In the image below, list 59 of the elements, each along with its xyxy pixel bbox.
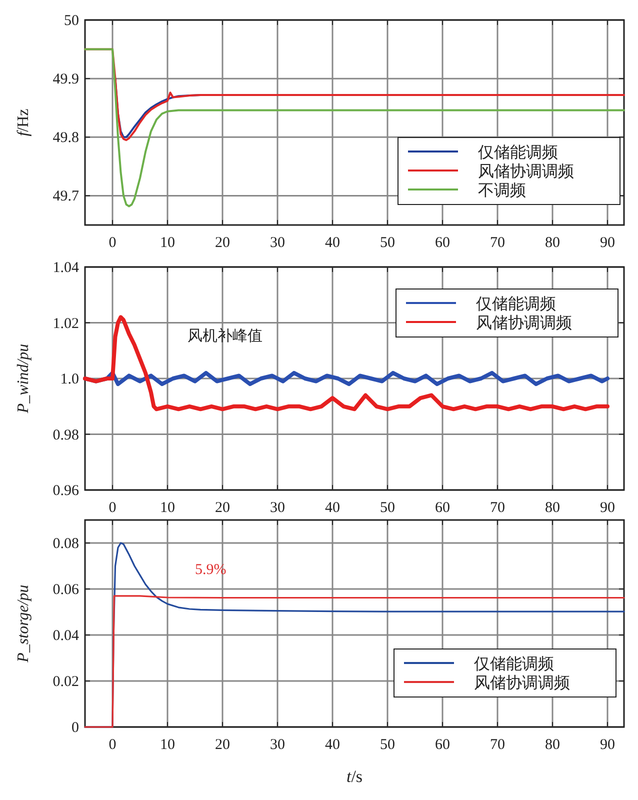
x-tick-label: 80 <box>545 235 560 251</box>
x-tick-label: 20 <box>215 235 230 251</box>
legend-label: 风储协调调频 <box>478 162 574 180</box>
line-series <box>84 48 625 208</box>
x-tick-label: 70 <box>490 500 505 516</box>
x-tick-label: 50 <box>380 737 395 753</box>
x-tick-label: 70 <box>490 235 505 251</box>
y-tick-label: 0.98 <box>52 427 79 444</box>
y-tick-label: 0 <box>72 720 79 736</box>
x-tick-label: 60 <box>435 500 450 516</box>
y-tick-label: 0.06 <box>52 582 80 598</box>
x-tick-label: 20 <box>215 500 230 516</box>
legend-label: 风储协调调频 <box>476 314 572 332</box>
y-axis-title: P_wind/pu <box>15 344 32 414</box>
line-series <box>84 595 625 728</box>
x-tick-label: 0 <box>108 500 116 516</box>
x-tick-label: 40 <box>325 737 340 753</box>
x-tick-label: 60 <box>435 235 450 251</box>
y-tick-label: 0.08 <box>52 536 79 552</box>
legend-label: 风储协调调频 <box>474 674 570 692</box>
y-tick-label: 0.04 <box>52 628 80 644</box>
x-tick-label: 0 <box>108 235 116 251</box>
legend-label: 仅储能调频 <box>478 144 558 162</box>
y-axis-title: P_storge/pu <box>15 584 32 664</box>
x-tick-label: 80 <box>545 737 560 753</box>
x-tick-label: 50 <box>380 235 395 251</box>
y-axis-title: f/Hz <box>15 108 32 136</box>
x-tick-label: 10 <box>160 500 175 516</box>
y-tick-label: 49.7 <box>52 188 80 205</box>
x-tick-label: 50 <box>380 500 395 516</box>
x-tick-label: 70 <box>490 737 505 753</box>
y-tick-label: 50 <box>64 13 79 29</box>
x-tick-label: 40 <box>325 235 340 251</box>
x-tick-label: 10 <box>160 235 175 251</box>
x-tick-label: 30 <box>270 500 285 516</box>
x-tick-label: 60 <box>435 737 450 753</box>
line-series <box>83 315 610 412</box>
legend-label: 仅储能调频 <box>474 655 554 673</box>
y-tick-label: 49.9 <box>52 72 79 88</box>
legend-label: 仅储能调频 <box>476 295 556 313</box>
y-tick-label: 0.96 <box>52 483 80 499</box>
x-tick-label: 80 <box>545 500 560 516</box>
x-tick-label: 30 <box>270 235 285 251</box>
y-tick-label: 49.8 <box>52 130 79 146</box>
x-tick-label: 90 <box>600 500 615 516</box>
y-tick-label: 1.0 <box>60 372 79 388</box>
x-tick-label: 30 <box>270 737 285 753</box>
annotation: 风机补峰值 <box>187 328 262 345</box>
x-tick-label: 0 <box>108 737 116 753</box>
y-tick-label: 0.02 <box>52 674 79 690</box>
x-tick-label: 10 <box>160 737 175 753</box>
x-axis-title: t/s <box>346 767 363 786</box>
x-tick-label: 90 <box>600 235 615 251</box>
y-tick-label: 1.04 <box>52 260 80 276</box>
x-tick-label: 90 <box>600 737 615 753</box>
x-tick-label: 40 <box>325 500 340 516</box>
x-tick-label: 20 <box>215 737 230 753</box>
legend-label: 不调频 <box>478 182 526 200</box>
y-tick-label: 1.02 <box>52 316 79 332</box>
